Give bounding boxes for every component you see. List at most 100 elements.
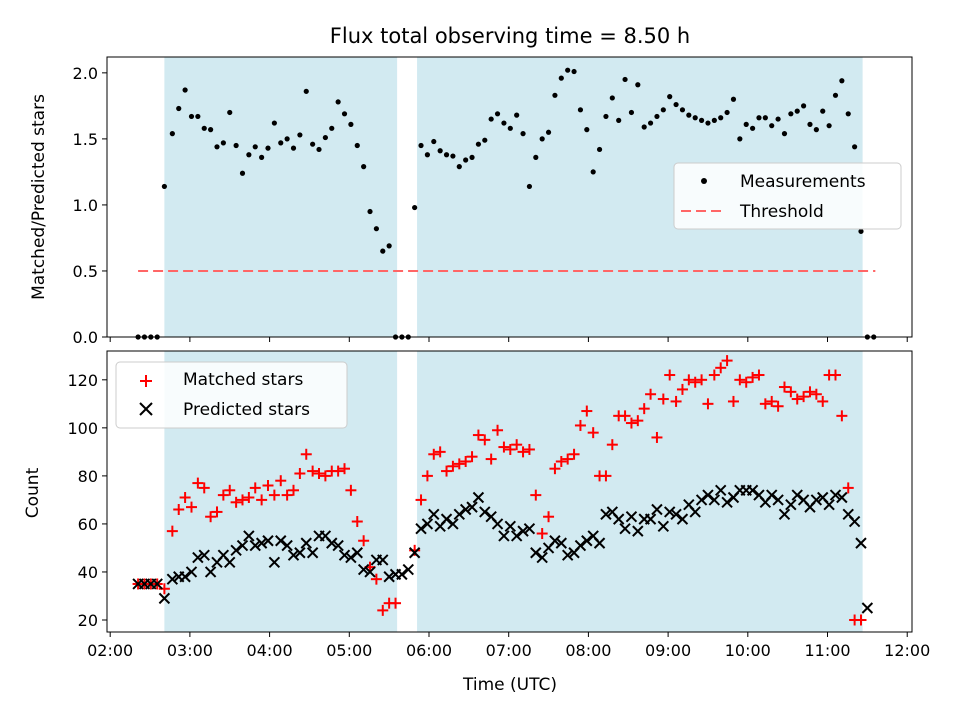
predicted-star-point xyxy=(657,520,670,533)
measurement-point xyxy=(679,107,686,113)
measurement-point xyxy=(431,138,437,145)
predicted-star-point xyxy=(243,530,255,542)
x-tick-label: 10:00 xyxy=(725,641,771,660)
predicted-star-point xyxy=(332,539,344,552)
measurement-point xyxy=(233,142,239,149)
matched-star-point xyxy=(549,463,561,475)
measurement-point xyxy=(724,109,730,116)
predicted-star-point xyxy=(198,549,210,561)
measurement-point xyxy=(698,117,705,123)
predicted-star-point xyxy=(644,513,657,525)
predicted-star-point xyxy=(300,537,312,549)
measurement-point xyxy=(335,99,341,105)
predicted-star-point xyxy=(281,539,293,552)
predicted-star-point xyxy=(574,539,587,552)
predicted-star-point xyxy=(287,549,300,561)
predicted-star-point xyxy=(224,556,236,569)
measurement-point xyxy=(341,111,348,117)
measurement-point xyxy=(539,136,545,142)
matched-star-point xyxy=(798,391,810,403)
matched-star-point xyxy=(428,448,440,460)
matched-star-point xyxy=(766,395,778,407)
matched-star-point xyxy=(453,458,465,470)
measurement-point xyxy=(182,87,188,93)
measurement-point xyxy=(552,92,558,98)
matched-star-point xyxy=(179,492,191,504)
predicted-star-point xyxy=(326,537,338,549)
predicted-star-point xyxy=(185,566,198,578)
matched-star-point xyxy=(804,386,816,398)
predicted-star-point xyxy=(230,544,242,557)
matched-star-point xyxy=(568,448,580,460)
legend-matched-label: Matched stars xyxy=(183,370,303,390)
predicted-star-point xyxy=(498,530,510,542)
matched-star-point xyxy=(205,511,217,523)
matched-star-point xyxy=(606,439,618,451)
measurement-point xyxy=(737,136,743,142)
matched-star-point xyxy=(307,465,319,477)
predicted-star-point xyxy=(408,547,421,559)
measurement-point xyxy=(820,108,826,114)
measurement-point xyxy=(692,115,698,121)
predicted-star-point xyxy=(695,494,708,506)
predicted-star-point xyxy=(670,508,682,521)
matched-star-point xyxy=(192,477,204,489)
matched-star-point xyxy=(332,465,344,477)
measurement-point xyxy=(654,113,660,120)
measurement-point xyxy=(424,152,431,158)
measurement-point xyxy=(303,88,309,94)
measurement-point xyxy=(214,144,220,150)
measurement-point xyxy=(616,117,622,123)
predicted-star-point xyxy=(836,491,848,504)
predicted-star-point xyxy=(459,503,472,516)
matched-star-point xyxy=(683,374,695,386)
predicted-star-point xyxy=(651,503,663,516)
predicted-star-point xyxy=(523,523,536,535)
measurement-point xyxy=(450,153,456,159)
measurement-point xyxy=(208,127,214,133)
measurement-point xyxy=(852,144,858,150)
matched-star-point xyxy=(689,376,701,388)
predicted-star-point xyxy=(479,506,491,518)
matched-star-point xyxy=(715,362,727,374)
matched-star-point xyxy=(517,446,529,458)
measurement-points xyxy=(135,67,877,340)
predicted-star-point xyxy=(192,551,204,564)
measurement-point xyxy=(858,228,864,234)
predicted-star-point xyxy=(861,602,874,614)
measurement-point xyxy=(533,154,539,160)
matched-star-point xyxy=(740,376,752,388)
predicted-star-point xyxy=(593,537,606,549)
matched-star-point xyxy=(747,371,759,383)
matched-star-point xyxy=(638,403,650,415)
predicted-star-point xyxy=(600,508,612,521)
predicted-star-point xyxy=(472,491,485,504)
measurement-point xyxy=(176,105,182,112)
predicted-star-point xyxy=(530,547,542,559)
matched-star-point xyxy=(676,383,688,395)
matched-star-point xyxy=(855,614,867,626)
measurement-point xyxy=(201,125,207,131)
measurement-point xyxy=(756,115,762,121)
matched-star-point xyxy=(447,460,459,472)
matched-star-point xyxy=(702,398,714,410)
matched-star-point xyxy=(829,369,841,381)
predicted-star-point xyxy=(829,489,842,501)
bottom-y-tick-label: 100 xyxy=(67,419,98,438)
matched-star-point xyxy=(370,573,382,585)
measurement-point xyxy=(161,183,167,190)
measurement-point xyxy=(801,103,807,109)
x-tick-label: 09:00 xyxy=(645,641,691,660)
predicted-star-point xyxy=(632,525,644,537)
measurement-point xyxy=(348,121,354,127)
matched-star-point xyxy=(753,369,765,381)
matched-star-point xyxy=(256,494,268,506)
matched-star-point xyxy=(696,374,708,386)
measurement-point xyxy=(571,68,577,75)
matched-star-point xyxy=(759,398,771,410)
matched-star-point xyxy=(236,494,248,506)
matched-star-point xyxy=(421,470,433,482)
x-tick-label: 03:00 xyxy=(167,641,213,660)
matched-star-point xyxy=(230,496,242,508)
measurement-point xyxy=(463,157,469,163)
